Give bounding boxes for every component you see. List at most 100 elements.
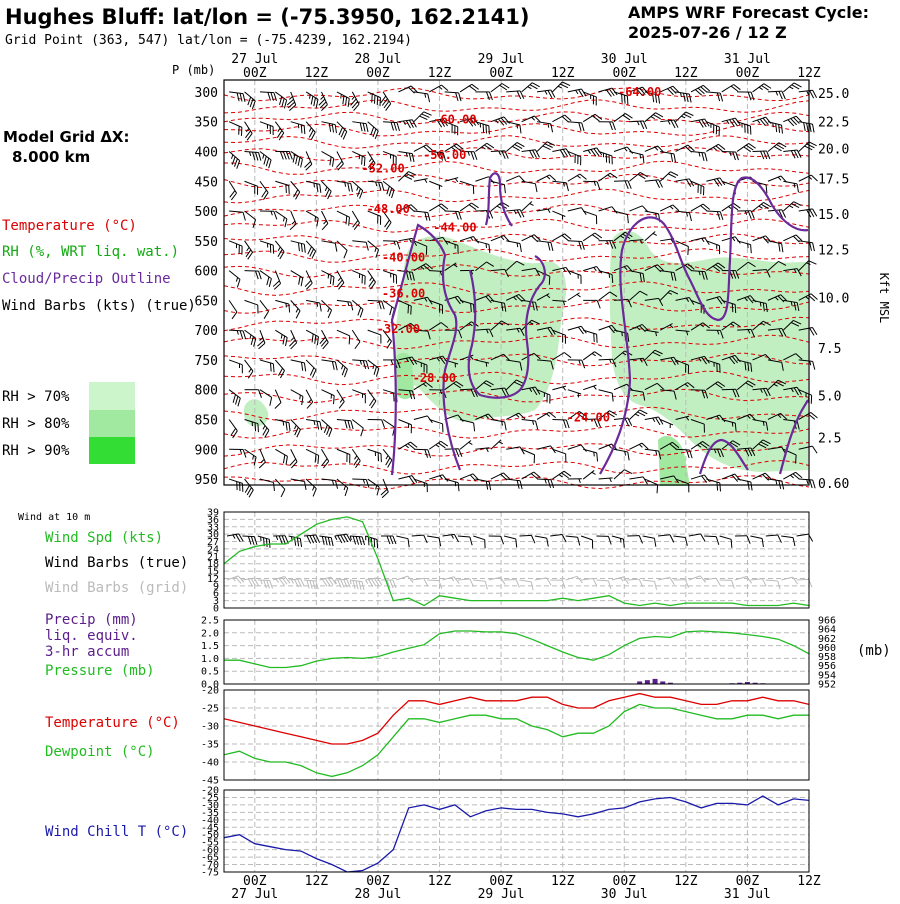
barb-full bbox=[267, 397, 274, 405]
barb-half bbox=[405, 444, 408, 448]
barb-shaft bbox=[506, 479, 520, 481]
barb-full bbox=[564, 351, 571, 359]
wind-barb bbox=[522, 81, 540, 98]
barb-full bbox=[346, 336, 352, 345]
wind-barb bbox=[377, 449, 394, 467]
wind-barb bbox=[273, 536, 288, 544]
barb-full bbox=[811, 174, 817, 183]
barb-shaft bbox=[537, 412, 549, 419]
barb-full bbox=[641, 155, 646, 163]
barb-half bbox=[624, 147, 627, 151]
barb-full bbox=[654, 485, 660, 494]
barb-full bbox=[306, 402, 314, 408]
rh70-label: RH > 70% bbox=[2, 389, 70, 405]
barb-full bbox=[408, 153, 412, 161]
barb-shaft bbox=[720, 536, 732, 539]
barb-full bbox=[365, 124, 369, 132]
barb-half bbox=[276, 579, 279, 583]
pressure-tick-label: 650 bbox=[195, 294, 218, 309]
barb-shaft bbox=[581, 536, 592, 540]
barb-shaft bbox=[568, 174, 580, 181]
barb-shaft bbox=[445, 92, 459, 93]
temperature-ticks: -20-25-30-35-40-45 bbox=[201, 686, 219, 787]
windchill-panel-grid bbox=[224, 790, 809, 872]
barb-full bbox=[766, 116, 771, 125]
wind-barb bbox=[780, 536, 796, 546]
barb-full bbox=[390, 536, 393, 544]
barb-full bbox=[258, 152, 262, 160]
barb-shaft bbox=[629, 410, 639, 420]
barb-shaft bbox=[460, 203, 471, 211]
barb-shaft bbox=[306, 300, 320, 303]
wind-barb bbox=[345, 211, 361, 230]
barb-full bbox=[531, 455, 537, 464]
height-tick-label: 15.0 bbox=[818, 208, 849, 223]
wind-barb bbox=[244, 151, 262, 160]
wind-barb bbox=[704, 536, 719, 545]
pressure-series bbox=[224, 631, 809, 668]
barb-full bbox=[378, 216, 384, 225]
barb-full bbox=[321, 224, 329, 230]
barb-shaft bbox=[612, 536, 624, 539]
wind-barb bbox=[242, 578, 258, 588]
wind-barb bbox=[614, 146, 633, 159]
wind-barb bbox=[568, 360, 585, 368]
wind-barb bbox=[612, 211, 630, 223]
rh80-label: RH > 80% bbox=[2, 416, 70, 432]
wind-barb bbox=[519, 449, 538, 463]
barb-full bbox=[290, 462, 298, 468]
barb-full bbox=[258, 271, 261, 279]
barb-shaft bbox=[368, 449, 381, 453]
wind-barb bbox=[568, 479, 582, 483]
barb-shaft bbox=[260, 122, 273, 127]
barb-full bbox=[474, 152, 477, 160]
wind-barb bbox=[302, 330, 321, 345]
barb-shaft bbox=[291, 360, 305, 363]
precip-tick-label: 2.0 bbox=[201, 628, 219, 639]
barb-full bbox=[284, 422, 289, 430]
wind-barb bbox=[491, 82, 509, 99]
barb-full bbox=[591, 333, 596, 342]
wind-barb bbox=[289, 122, 308, 134]
wind-barb bbox=[336, 419, 354, 428]
barb-half bbox=[639, 444, 642, 448]
wind-barb bbox=[229, 330, 246, 339]
legend-precip: Precip (mm) bbox=[45, 612, 138, 628]
barb-half bbox=[727, 120, 729, 124]
wind-barb bbox=[364, 92, 383, 106]
barb-full bbox=[802, 123, 806, 131]
barb-full bbox=[366, 480, 369, 488]
pressure-ticks: 3003504004505005506006507007508008509009… bbox=[195, 86, 218, 488]
barb-full bbox=[239, 127, 245, 136]
barb-shaft bbox=[398, 419, 411, 424]
barb-full bbox=[518, 125, 523, 133]
barb-shaft bbox=[583, 352, 594, 360]
barb-shaft bbox=[229, 122, 242, 128]
barb-full bbox=[273, 284, 282, 290]
barb-shaft bbox=[245, 241, 253, 252]
wind-barb bbox=[750, 578, 766, 588]
y-tick-label: -75 bbox=[201, 868, 219, 879]
wind-barb bbox=[596, 536, 611, 545]
wind-barb bbox=[568, 325, 587, 337]
barb-full bbox=[341, 580, 344, 588]
barb-shaft bbox=[583, 470, 594, 479]
barb-full bbox=[338, 402, 346, 409]
barb-half bbox=[610, 359, 612, 363]
wind-barb bbox=[581, 449, 599, 461]
wind-barb bbox=[223, 419, 239, 437]
barb-full bbox=[809, 480, 813, 488]
barb-shaft bbox=[473, 536, 484, 540]
wind-barb bbox=[768, 141, 786, 158]
barb-full bbox=[375, 540, 380, 549]
barb-shaft bbox=[352, 449, 360, 460]
barb-half bbox=[579, 360, 581, 364]
time-tick-label: 12Z bbox=[674, 66, 698, 81]
wind-barb bbox=[753, 201, 771, 218]
barb-half bbox=[668, 121, 670, 125]
legend-temperature: Temperature (°C) bbox=[2, 218, 137, 234]
wind-barb bbox=[599, 478, 613, 483]
wind-barb bbox=[429, 202, 448, 218]
barb-shaft bbox=[475, 177, 488, 182]
